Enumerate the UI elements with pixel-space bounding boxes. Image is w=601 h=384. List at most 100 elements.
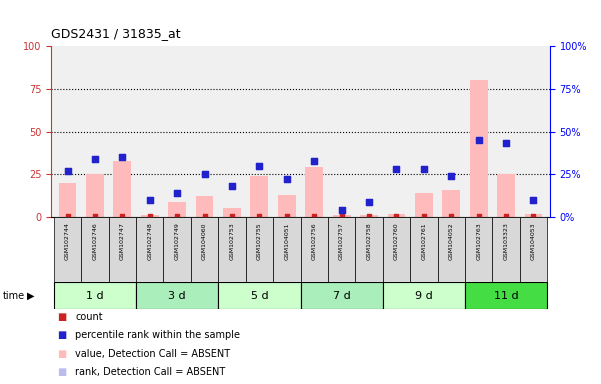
Point — [529, 197, 538, 203]
Point — [419, 213, 429, 219]
Point — [474, 137, 483, 143]
Point — [145, 197, 154, 203]
Point — [392, 213, 401, 219]
Text: rank, Detection Call = ABSENT: rank, Detection Call = ABSENT — [75, 367, 225, 377]
Point — [282, 176, 291, 182]
Point — [392, 166, 401, 172]
Point — [501, 141, 511, 147]
Point — [529, 197, 538, 203]
Bar — [328, 217, 355, 282]
Text: GSM102749: GSM102749 — [175, 222, 180, 260]
Point — [145, 213, 154, 219]
Bar — [388, 214, 405, 217]
Text: GSM102756: GSM102756 — [312, 222, 317, 260]
Text: 1 d: 1 d — [86, 291, 104, 301]
Text: GSM102757: GSM102757 — [339, 222, 344, 260]
Text: GSM102760: GSM102760 — [394, 222, 399, 260]
Bar — [246, 217, 273, 282]
Bar — [438, 217, 465, 282]
Text: GSM102761: GSM102761 — [421, 222, 426, 260]
Bar — [163, 217, 191, 282]
Point — [118, 154, 127, 160]
Bar — [300, 217, 328, 282]
Bar — [383, 217, 410, 282]
Point — [172, 190, 182, 196]
Bar — [410, 217, 438, 282]
Bar — [355, 217, 383, 282]
Bar — [59, 183, 76, 217]
Point — [310, 157, 319, 164]
Point — [447, 173, 456, 179]
Point — [63, 213, 72, 219]
Bar — [136, 217, 163, 282]
Point — [255, 163, 264, 169]
Text: GSM104051: GSM104051 — [284, 222, 289, 260]
Point — [337, 207, 346, 213]
Text: GSM104052: GSM104052 — [449, 222, 454, 260]
Point — [364, 199, 374, 205]
Point — [90, 213, 100, 219]
Point — [172, 213, 182, 219]
Point — [282, 176, 291, 182]
Bar — [168, 202, 186, 217]
Point — [337, 213, 346, 219]
Point — [474, 213, 483, 219]
Bar — [109, 217, 136, 282]
Bar — [191, 217, 218, 282]
Bar — [54, 282, 136, 309]
Point — [200, 171, 209, 177]
Point — [255, 163, 264, 169]
Text: time: time — [3, 291, 25, 301]
Text: GSM104053: GSM104053 — [531, 222, 536, 260]
Point — [227, 213, 237, 219]
Point — [200, 171, 209, 177]
Bar — [86, 174, 104, 217]
Text: ▶: ▶ — [27, 291, 34, 301]
Text: ■: ■ — [57, 312, 66, 322]
Bar — [251, 176, 268, 217]
Bar — [465, 282, 547, 309]
Point — [392, 166, 401, 172]
Bar — [305, 167, 323, 217]
Text: GSM102748: GSM102748 — [147, 222, 152, 260]
Text: 11 d: 11 d — [494, 291, 519, 301]
Bar — [54, 217, 81, 282]
Point — [63, 168, 72, 174]
Text: GSM103323: GSM103323 — [504, 222, 508, 260]
Text: GSM102753: GSM102753 — [230, 222, 234, 260]
Text: ■: ■ — [57, 349, 66, 359]
Bar — [218, 217, 246, 282]
Text: GSM102758: GSM102758 — [367, 222, 371, 260]
Point — [310, 213, 319, 219]
Point — [364, 213, 374, 219]
Bar — [136, 282, 218, 309]
Point — [255, 213, 264, 219]
Text: ■: ■ — [57, 367, 66, 377]
Bar — [383, 282, 465, 309]
Point — [172, 190, 182, 196]
Bar — [442, 190, 460, 217]
Text: 7 d: 7 d — [333, 291, 350, 301]
Text: 9 d: 9 d — [415, 291, 433, 301]
Text: ■: ■ — [57, 330, 66, 340]
Point — [447, 213, 456, 219]
Text: 3 d: 3 d — [168, 291, 186, 301]
Text: GSM104060: GSM104060 — [202, 222, 207, 260]
Bar — [415, 193, 433, 217]
Bar — [333, 215, 350, 217]
Point — [501, 141, 511, 147]
Point — [227, 183, 237, 189]
Point — [419, 166, 429, 172]
Text: count: count — [75, 312, 103, 322]
Point — [200, 213, 209, 219]
Point — [337, 207, 346, 213]
Bar — [300, 282, 383, 309]
Bar — [278, 195, 296, 217]
Bar — [492, 217, 520, 282]
Bar — [470, 80, 487, 217]
Point — [90, 156, 100, 162]
Bar — [525, 214, 542, 217]
Text: GSM102763: GSM102763 — [476, 222, 481, 260]
Bar — [223, 209, 241, 217]
Bar — [196, 197, 213, 217]
